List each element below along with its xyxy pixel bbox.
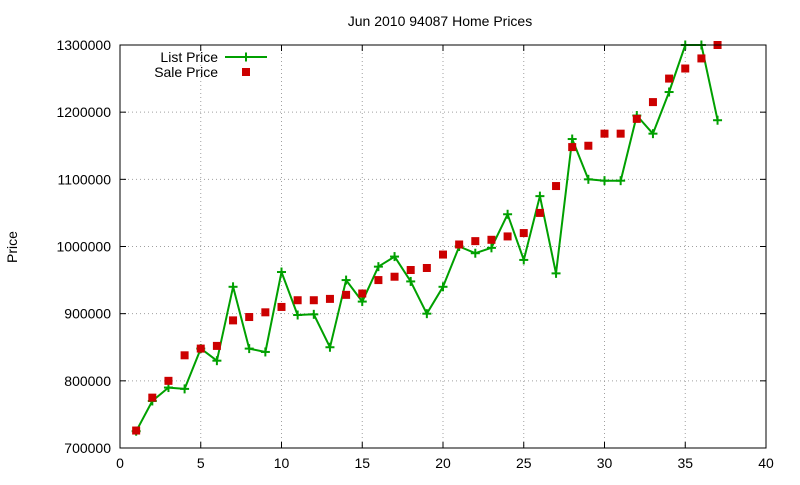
sale-price-point: [293, 296, 302, 305]
list-price-point: [438, 282, 448, 292]
plot-frame: [119, 44, 767, 449]
list-price-point: [616, 176, 626, 186]
list-price-point: [664, 87, 674, 97]
list-price-point: [713, 115, 723, 125]
list-price-point: [470, 248, 480, 258]
y-tick-label: 1000000: [56, 239, 111, 255]
list-price-point: [277, 267, 286, 277]
list-price-point: [212, 356, 222, 366]
y-tick-label: 900000: [64, 306, 111, 322]
x-tick-label: 35: [677, 455, 693, 471]
list-price-point: [228, 282, 238, 292]
list-price-point: [422, 309, 432, 319]
x-tick-label: 15: [354, 455, 370, 471]
sale-price-point: [148, 393, 157, 402]
sale-price-point: [229, 316, 238, 325]
list-price-point: [390, 252, 400, 262]
y-tick-label: 700000: [64, 440, 111, 456]
x-tick-label: 10: [274, 455, 290, 471]
sale-price-point: [196, 344, 205, 353]
x-tick-label: 0: [116, 455, 124, 471]
sale-price-point: [616, 129, 625, 138]
list-price-point: [373, 262, 383, 272]
sale-price-point: [600, 129, 609, 138]
tick-layer: 0 5 10 15 20 25 30 35 40 700000 800000 900000 100000…: [56, 37, 774, 471]
list-price-point: [567, 134, 577, 144]
x-tick-label: 30: [597, 455, 613, 471]
sale-price-point: [487, 235, 496, 244]
list-price-point: [600, 176, 609, 186]
y-tick-label: 1300000: [56, 37, 111, 53]
sale-price-point: [455, 240, 464, 249]
sale-price-point: [277, 302, 286, 311]
x-tick-label: 5: [197, 455, 205, 471]
sale-price-point: [535, 208, 544, 217]
y-tick-label: 1100000: [58, 171, 112, 187]
list-price-point: [551, 268, 561, 278]
sale-price-point: [374, 276, 383, 285]
sale-price-point: [632, 114, 641, 123]
grid-layer: [120, 45, 766, 448]
list-price-point: [244, 344, 254, 354]
y-axis-label: Price: [4, 231, 20, 263]
sale-price-point: [261, 308, 270, 317]
sale-price-point: [309, 296, 318, 305]
x-tick-label: 25: [516, 455, 532, 471]
list-price-point: [260, 347, 270, 357]
sale-price-point: [422, 263, 431, 272]
legend-label-list-price: List Price: [160, 49, 218, 65]
legend-label-sale-price: Sale Price: [154, 64, 218, 80]
sale-price-point: [180, 351, 189, 360]
sale-price-point: [665, 74, 674, 83]
legend-swatch-marker-sale-price: [242, 68, 250, 76]
list-price-point: [309, 309, 319, 319]
sale-price-point: [164, 376, 173, 385]
list-price-point: [486, 243, 496, 253]
list-price-point: [406, 276, 416, 286]
list-price-line: [135, 44, 719, 432]
list-price-point: [325, 342, 335, 352]
legend-swatch-marker-list-price: [241, 52, 251, 62]
series-layer: [131, 40, 723, 436]
sale-price-point: [681, 64, 690, 73]
sale-price-point: [471, 237, 480, 246]
sale-price-point: [212, 341, 221, 350]
x-tick-label: 20: [435, 455, 451, 471]
y-tick-label: 800000: [64, 373, 111, 389]
sale-price-point: [439, 250, 447, 259]
list-price-point: [519, 255, 529, 265]
y-tick-label: 1200000: [56, 104, 111, 120]
sale-price-point: [325, 294, 334, 303]
list-price-point: [180, 384, 190, 394]
list-price-point: [293, 310, 303, 320]
sale-price-point: [519, 229, 528, 238]
sale-price-point: [132, 426, 141, 435]
sale-price-point: [697, 54, 706, 63]
list-price-point: [357, 297, 367, 307]
sale-price-point: [568, 143, 577, 152]
sale-price-point: [390, 272, 399, 281]
sale-price-point: [342, 290, 351, 299]
chart-title: Jun 2010 94087 Home Prices: [348, 13, 532, 29]
sale-price-point: [503, 232, 512, 241]
sale-price-point: [245, 313, 254, 322]
sale-price-point: [584, 141, 593, 150]
sale-price-point: [648, 98, 657, 107]
list-price-point: [583, 174, 593, 184]
list-price-point: [341, 275, 351, 285]
list-price-point: [648, 129, 658, 139]
list-price-point: [535, 191, 545, 201]
sale-price-point: [406, 266, 415, 275]
list-price-point: [503, 209, 513, 219]
x-tick-label: 40: [758, 455, 774, 471]
sale-price-point: [552, 182, 561, 191]
sale-price-point: [358, 289, 367, 298]
